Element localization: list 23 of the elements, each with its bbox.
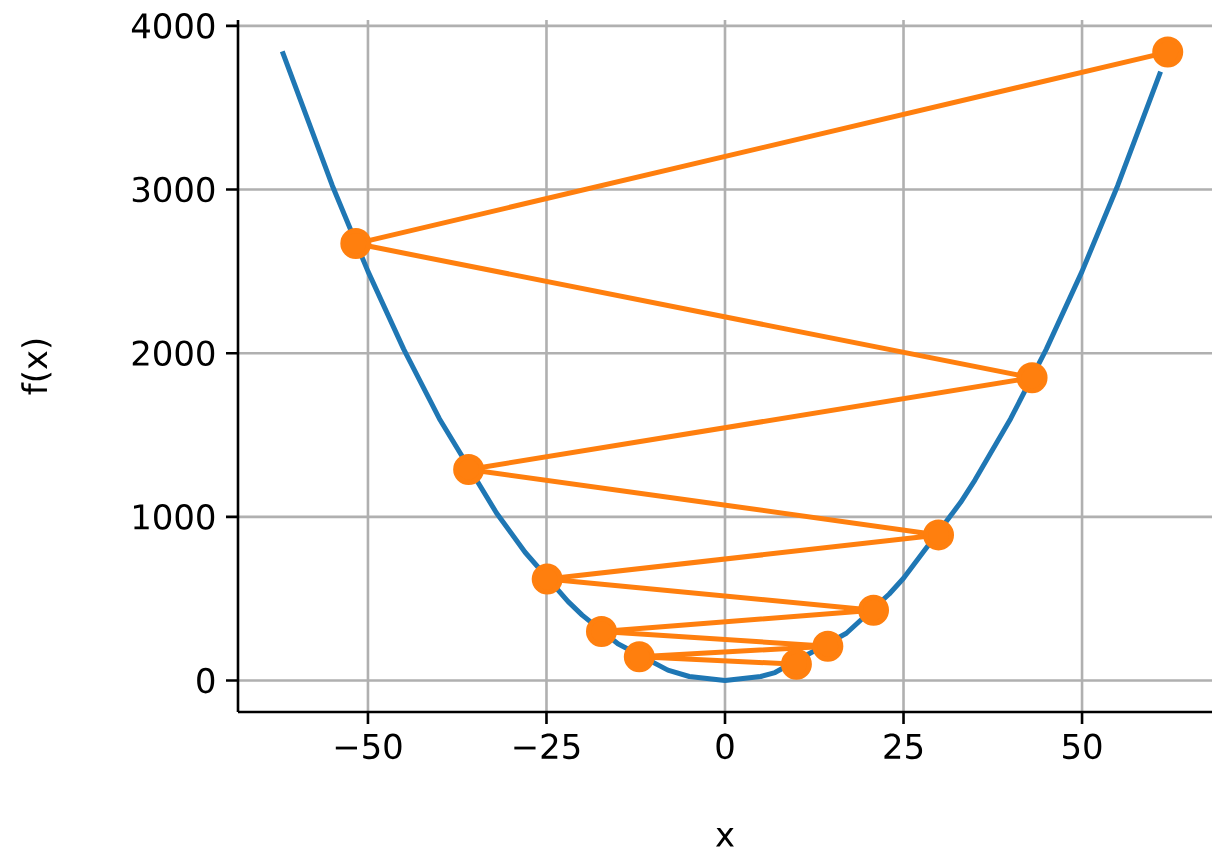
point [812, 630, 844, 662]
point [780, 648, 812, 680]
point [858, 594, 890, 626]
y-tick-label: 4000 [131, 13, 215, 39]
y-tick-label: 1000 [133, 504, 215, 530]
point [340, 228, 372, 260]
point [1016, 362, 1048, 394]
point [623, 641, 655, 673]
x-tick-label: −50 [335, 733, 402, 760]
y-axis-title: f(x) [21, 339, 52, 395]
point [1152, 36, 1184, 68]
x-tick-label: 25 [884, 733, 923, 760]
y-tick-label: 0 [197, 667, 215, 694]
x-axis-title: x [715, 827, 734, 847]
x-tick-label: −25 [514, 733, 580, 760]
point [585, 615, 617, 647]
x-tick-label: 50 [1063, 733, 1102, 760]
point [453, 453, 485, 485]
point [531, 563, 563, 595]
y-tick-label: 2000 [132, 340, 215, 367]
y-tick-label: 3000 [132, 176, 215, 203]
point [923, 519, 955, 551]
x-tick-label: 0 [716, 733, 734, 760]
